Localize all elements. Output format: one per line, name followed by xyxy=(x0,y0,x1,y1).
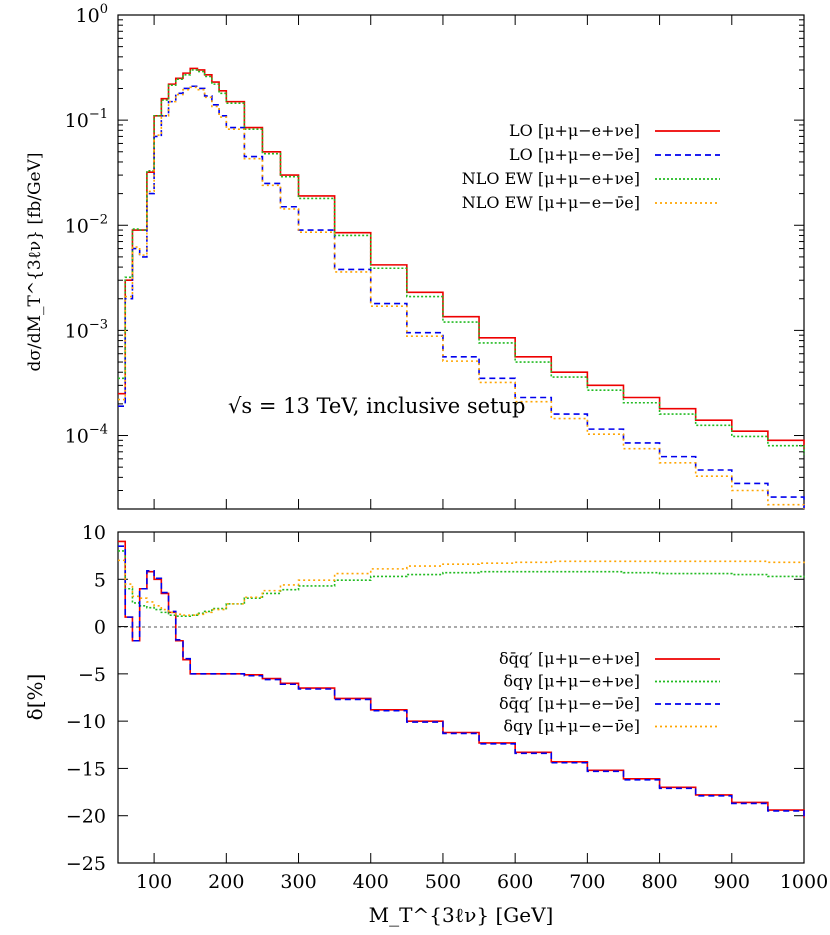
bottom-xtick-label: 1000 xyxy=(780,871,828,893)
xlabel: M_T^{3ℓν} [GeV] xyxy=(369,903,554,927)
bottom-ytick-label: −20 xyxy=(66,806,106,828)
bottom-panel-frame xyxy=(117,531,805,864)
bottom-ylabel: δ[%] xyxy=(23,674,47,721)
bottom-axis-ticks: −25 −20 −15 −10 −5 0 5 10 100 200 300 400 500 600 700 8… xyxy=(66,522,828,893)
svg-text:δ[%]: δ[%] xyxy=(23,674,47,721)
legend-label: δq̄q′ [μ+μ−e−ν̄e] xyxy=(499,694,640,713)
top-series-line-3 xyxy=(118,86,805,509)
top-ytick-label: 10−2 xyxy=(65,212,108,237)
top-ytick-label: 100 xyxy=(76,2,108,27)
bottom-xtick-label: 100 xyxy=(136,871,172,893)
top-ylabel: dσ/dM_T^{3ℓν} [fb/GeV] xyxy=(25,153,45,372)
legend-label: LO [μ+μ−e+νe] xyxy=(509,121,640,140)
bottom-series-line-0 xyxy=(118,540,805,818)
top-panel-frame xyxy=(117,14,805,510)
top-series-line-0 xyxy=(118,67,805,449)
bottom-legend: δq̄q′ [μ+μ−e+νe] δqγ [μ+μ−e+νe] δq̄q′ [μ+μ… xyxy=(499,649,720,736)
top-series-line-1 xyxy=(118,85,805,509)
bottom-ytick-label: −25 xyxy=(66,853,106,875)
svg-text:dσ/dM_T^{3ℓν} [fb/GeV]: dσ/dM_T^{3ℓν} [fb/GeV] xyxy=(25,153,45,372)
bottom-series-line-3 xyxy=(118,559,805,617)
bottom-xtick-label: 500 xyxy=(425,871,461,893)
bottom-series-group xyxy=(118,540,805,819)
energy-annotation: √s = 13 TeV, inclusive setup xyxy=(228,394,525,418)
bottom-ytick-label: 10 xyxy=(82,522,106,544)
legend-label: LO [μ+μ−e−ν̄e] xyxy=(509,145,640,164)
bottom-ytick-label: 5 xyxy=(94,569,106,591)
legend-label: δqγ [μ+μ−e+νe] xyxy=(503,672,640,691)
top-series-group xyxy=(118,67,805,509)
bottom-xtick-label: 300 xyxy=(280,871,316,893)
bottom-xtick-label: 400 xyxy=(353,871,389,893)
bottom-xtick-label: 600 xyxy=(497,871,533,893)
bottom-xtick-label: 700 xyxy=(569,871,605,893)
legend-label: δq̄q′ [μ+μ−e+νe] xyxy=(499,649,640,668)
bottom-xtick-label: 200 xyxy=(208,871,244,893)
top-ytick-label: 10−3 xyxy=(65,317,108,342)
top-ytick-label: 10−1 xyxy=(65,107,108,132)
bottom-ytick-label: −15 xyxy=(66,758,106,780)
top-series-line-2 xyxy=(118,69,805,455)
bottom-ytick-label: −5 xyxy=(78,664,106,686)
top-legend: LO [μ+μ−e+νe] LO [μ+μ−e−ν̄e] NLO EW [μ+μ−e… xyxy=(462,121,720,212)
bottom-xtick-label: 900 xyxy=(714,871,750,893)
top-ytick-label: 10−4 xyxy=(65,423,108,448)
bottom-ytick-label: 0 xyxy=(94,617,106,639)
legend-label: NLO EW [μ+μ−e−ν̄e] xyxy=(462,193,640,212)
bottom-xtick-label: 800 xyxy=(641,871,677,893)
legend-label: NLO EW [μ+μ−e+νe] xyxy=(462,169,640,188)
legend-label: δqγ [μ+μ−e−ν̄e] xyxy=(503,717,640,736)
bottom-series-line-2 xyxy=(118,545,805,819)
bottom-ytick-label: −10 xyxy=(66,711,106,733)
bottom-series-line-1 xyxy=(118,550,805,617)
